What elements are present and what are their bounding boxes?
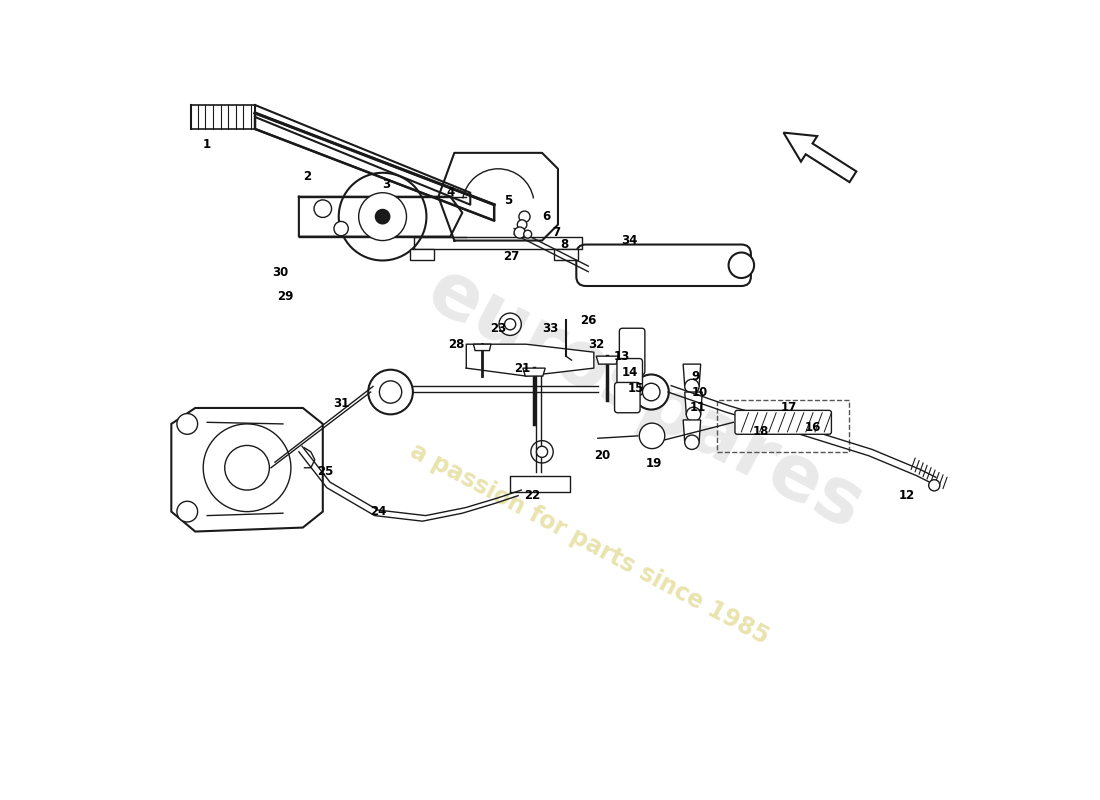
Polygon shape [439, 153, 558, 241]
Polygon shape [466, 344, 594, 376]
Circle shape [684, 379, 700, 394]
Text: 12: 12 [899, 489, 915, 502]
Circle shape [639, 423, 664, 449]
Bar [554, 249, 578, 261]
Polygon shape [172, 408, 322, 531]
Circle shape [514, 227, 526, 238]
Polygon shape [596, 356, 618, 364]
Circle shape [684, 435, 700, 450]
Text: 25: 25 [317, 466, 333, 478]
Text: 17: 17 [781, 402, 798, 414]
Text: 2: 2 [302, 170, 311, 183]
Bar [410, 249, 435, 261]
FancyBboxPatch shape [576, 245, 751, 286]
Circle shape [505, 318, 516, 330]
Text: 16: 16 [805, 422, 822, 434]
Text: a passion for parts since 1985: a passion for parts since 1985 [407, 438, 773, 649]
FancyArrow shape [783, 133, 857, 182]
Text: 28: 28 [448, 338, 464, 350]
Polygon shape [473, 344, 491, 350]
Text: 14: 14 [621, 366, 638, 378]
Circle shape [517, 220, 527, 230]
Text: 4: 4 [447, 186, 454, 199]
Circle shape [499, 313, 521, 335]
Circle shape [359, 193, 407, 241]
Polygon shape [255, 113, 494, 221]
Polygon shape [683, 364, 701, 386]
Text: 10: 10 [692, 386, 708, 398]
Circle shape [204, 424, 290, 512]
Text: 31: 31 [333, 398, 350, 410]
Circle shape [928, 480, 939, 491]
Circle shape [634, 374, 669, 410]
Circle shape [177, 414, 198, 434]
Bar [717, 400, 849, 452]
Text: 3: 3 [383, 178, 390, 191]
FancyBboxPatch shape [617, 358, 642, 395]
Circle shape [524, 230, 531, 238]
Circle shape [339, 173, 427, 261]
Circle shape [177, 502, 198, 522]
Polygon shape [522, 368, 546, 376]
Polygon shape [683, 420, 701, 442]
Circle shape [334, 222, 349, 236]
Circle shape [519, 211, 530, 222]
Circle shape [531, 441, 553, 463]
Polygon shape [684, 392, 702, 414]
Circle shape [686, 407, 701, 422]
FancyBboxPatch shape [615, 382, 640, 413]
Text: 5: 5 [505, 194, 513, 207]
Circle shape [728, 253, 755, 278]
Circle shape [379, 381, 401, 403]
Text: 7: 7 [552, 226, 560, 239]
Text: 34: 34 [621, 234, 638, 247]
Text: 32: 32 [588, 338, 604, 350]
Circle shape [537, 446, 548, 458]
Text: 20: 20 [594, 450, 609, 462]
Text: 29: 29 [277, 290, 294, 303]
Text: 27: 27 [504, 250, 520, 263]
Text: 26: 26 [580, 314, 596, 326]
Text: 1: 1 [204, 138, 211, 151]
Text: 30: 30 [273, 266, 288, 279]
Text: 18: 18 [754, 426, 770, 438]
Circle shape [224, 446, 270, 490]
Text: 11: 11 [690, 402, 705, 414]
Polygon shape [510, 476, 570, 492]
Text: 6: 6 [542, 210, 550, 223]
Text: 23: 23 [491, 322, 506, 334]
Text: 13: 13 [614, 350, 630, 362]
Text: 33: 33 [542, 322, 558, 334]
Text: 8: 8 [560, 238, 569, 251]
Circle shape [642, 383, 660, 401]
Polygon shape [415, 237, 582, 249]
Text: 15: 15 [628, 382, 645, 394]
Text: 24: 24 [371, 505, 387, 518]
Circle shape [314, 200, 331, 218]
Text: 22: 22 [525, 489, 540, 502]
Circle shape [368, 370, 412, 414]
Text: 19: 19 [646, 458, 662, 470]
Polygon shape [255, 105, 471, 205]
Circle shape [375, 210, 389, 224]
Text: 9: 9 [691, 370, 700, 382]
FancyBboxPatch shape [619, 328, 645, 374]
Polygon shape [299, 197, 462, 237]
Text: eurospares: eurospares [415, 254, 877, 546]
FancyBboxPatch shape [735, 410, 832, 434]
Text: 21: 21 [514, 362, 530, 374]
